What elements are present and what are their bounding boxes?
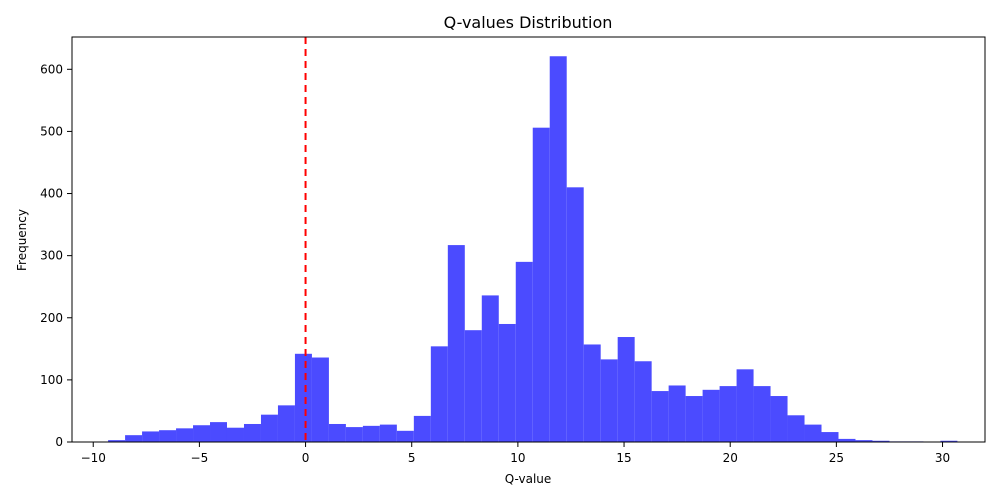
histogram-bar xyxy=(294,353,312,442)
histogram-bar xyxy=(719,386,737,442)
chart-title: Q-values Distribution xyxy=(444,13,613,32)
x-tick-label: 10 xyxy=(510,451,525,465)
y-tick-label: 600 xyxy=(40,62,63,76)
histogram-bar xyxy=(260,414,278,442)
histogram-bar xyxy=(940,440,958,442)
y-tick-label: 300 xyxy=(40,249,63,263)
x-tick-label: 30 xyxy=(935,451,950,465)
x-ticks-layer: −10 −5 0 5 10 15 20 25 30 xyxy=(81,442,950,465)
x-tick-label: 15 xyxy=(616,451,631,465)
y-tick-label: 400 xyxy=(40,187,63,201)
histogram-bar xyxy=(311,357,329,442)
histogram-bar xyxy=(787,415,805,442)
histogram-bar xyxy=(379,424,397,442)
x-tick-label: 20 xyxy=(723,451,738,465)
y-axis-label: Frequency xyxy=(15,209,29,271)
histogram-bar xyxy=(413,415,431,442)
histogram-bar xyxy=(193,425,211,442)
histogram-bar xyxy=(702,389,720,442)
histogram-bar xyxy=(345,427,363,442)
x-tick-label: 25 xyxy=(829,451,844,465)
histogram-bar xyxy=(532,127,550,442)
histogram-bar xyxy=(108,440,126,442)
histogram-bar xyxy=(617,337,635,442)
histogram-bar xyxy=(396,430,414,442)
histogram-bar xyxy=(176,428,194,442)
histogram-bar xyxy=(736,369,754,442)
histogram-bar xyxy=(872,440,890,442)
histogram-bar xyxy=(855,440,873,442)
histogram-bar xyxy=(634,361,652,442)
histogram-bar xyxy=(651,391,669,442)
histogram-bar xyxy=(362,425,380,442)
histogram-bar xyxy=(498,323,516,442)
y-tick-label: 0 xyxy=(55,435,63,449)
histogram-bar xyxy=(328,423,346,442)
y-ticks-layer: 0 100 200 300 400 500 600 xyxy=(40,62,72,449)
plot-frame xyxy=(71,36,986,443)
histogram-bar xyxy=(447,245,465,442)
histogram-bar xyxy=(210,422,227,442)
histogram-bar xyxy=(125,435,143,442)
histogram-bar xyxy=(515,261,533,442)
histogram-bar xyxy=(821,432,839,442)
y-tick-label: 200 xyxy=(40,311,63,325)
histogram-bar xyxy=(277,405,295,442)
x-tick-label: −10 xyxy=(81,451,106,465)
histogram-bar xyxy=(685,396,703,442)
histogram-bar xyxy=(226,427,244,442)
histogram-bar xyxy=(243,423,261,442)
x-axis-label: Q-value xyxy=(505,472,552,486)
histogram-bar xyxy=(549,56,567,442)
histogram-bar xyxy=(583,344,601,442)
histogram-bar xyxy=(481,295,499,442)
bars-layer xyxy=(108,56,958,442)
histogram-bar xyxy=(566,187,584,442)
histogram-bar xyxy=(668,385,686,442)
histogram-bar xyxy=(464,330,482,442)
x-tick-label: −5 xyxy=(191,451,209,465)
y-tick-label: 500 xyxy=(40,124,63,138)
histogram-bar xyxy=(600,359,618,442)
histogram-bar xyxy=(804,424,822,442)
histogram-bar xyxy=(430,346,448,442)
histogram-bar xyxy=(838,438,856,442)
y-tick-label: 100 xyxy=(40,373,63,387)
x-tick-label: 0 xyxy=(302,451,310,465)
histogram-bar xyxy=(770,396,788,442)
x-tick-label: 5 xyxy=(408,451,416,465)
histogram-bar xyxy=(753,386,771,442)
histogram-bar xyxy=(159,430,177,442)
histogram-bar xyxy=(142,431,160,442)
